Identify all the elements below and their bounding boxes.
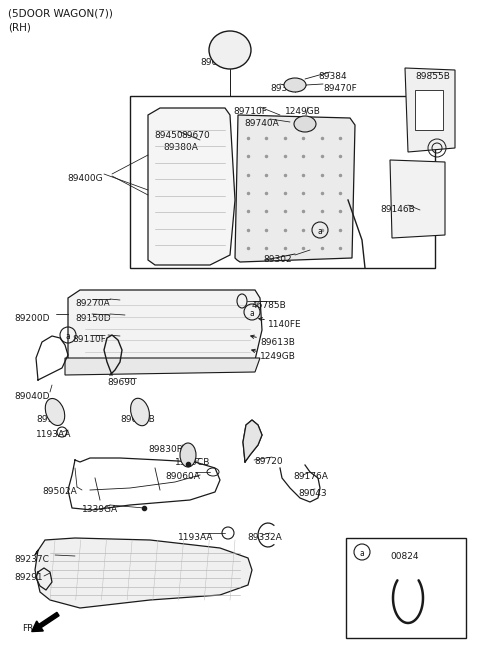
Text: 1249GB: 1249GB	[260, 352, 296, 361]
Text: a: a	[250, 308, 254, 318]
Bar	[415, 90, 443, 130]
Text: 1193AA: 1193AA	[178, 533, 214, 542]
Text: 89040D: 89040D	[14, 392, 49, 401]
Text: 89302: 89302	[263, 255, 292, 264]
Ellipse shape	[284, 78, 306, 92]
Text: 89740A: 89740A	[244, 119, 279, 128]
Ellipse shape	[45, 399, 65, 426]
Text: 89043: 89043	[298, 489, 326, 498]
Text: 1339GA: 1339GA	[82, 505, 118, 514]
Text: 89384: 89384	[318, 72, 347, 81]
Text: 89150D: 89150D	[75, 314, 110, 323]
Text: a: a	[360, 549, 364, 557]
Text: 00824: 00824	[390, 552, 419, 561]
Text: 89855B: 89855B	[415, 72, 450, 81]
Text: (5DOOR WAGON(7)): (5DOOR WAGON(7))	[8, 8, 113, 18]
Text: (RH): (RH)	[8, 22, 31, 32]
Ellipse shape	[131, 399, 149, 426]
Text: 89450: 89450	[154, 131, 182, 140]
Polygon shape	[235, 115, 355, 262]
Ellipse shape	[294, 116, 316, 132]
Text: 89110F: 89110F	[72, 335, 106, 344]
Text: 89670: 89670	[181, 131, 210, 140]
Text: 89182: 89182	[36, 415, 65, 424]
Polygon shape	[65, 358, 260, 375]
Text: 1193AA: 1193AA	[36, 430, 72, 439]
Text: FR.: FR.	[22, 624, 36, 633]
Polygon shape	[35, 538, 252, 608]
Polygon shape	[68, 290, 262, 365]
Text: 89333: 89333	[270, 84, 299, 93]
Text: 89176A: 89176A	[293, 472, 328, 481]
Text: 89690: 89690	[107, 378, 136, 387]
Text: 89613B: 89613B	[260, 338, 295, 347]
Ellipse shape	[180, 443, 196, 467]
Text: 89720: 89720	[254, 457, 283, 466]
Text: a: a	[66, 332, 71, 340]
Text: 89400G: 89400G	[67, 174, 103, 183]
Text: 89502A: 89502A	[42, 487, 77, 496]
Text: 89045B: 89045B	[120, 415, 155, 424]
Polygon shape	[148, 108, 235, 265]
Text: 89601A: 89601A	[200, 58, 235, 67]
Bar	[130, 96, 435, 268]
Text: 89237C: 89237C	[14, 555, 49, 564]
Text: 89291: 89291	[14, 573, 43, 582]
Text: a: a	[318, 226, 323, 236]
Polygon shape	[390, 160, 445, 238]
FancyArrow shape	[32, 612, 59, 632]
Text: 1140FE: 1140FE	[268, 320, 301, 329]
Polygon shape	[405, 68, 455, 152]
Text: 46785B: 46785B	[252, 301, 287, 310]
Text: 89146B: 89146B	[380, 205, 415, 214]
Ellipse shape	[209, 31, 251, 69]
Text: 89270A: 89270A	[75, 299, 110, 308]
Bar	[346, 538, 466, 638]
Text: 89200D: 89200D	[14, 314, 49, 323]
Text: 89830R: 89830R	[148, 445, 183, 454]
Text: 89332A: 89332A	[247, 533, 282, 542]
Text: 89710F: 89710F	[233, 107, 267, 116]
Text: 89470F: 89470F	[323, 84, 357, 93]
Text: 89060A: 89060A	[165, 472, 200, 481]
Polygon shape	[243, 420, 262, 462]
Text: 89380A: 89380A	[163, 143, 198, 152]
Text: 1249GB: 1249GB	[285, 107, 321, 116]
Text: 1339CB: 1339CB	[175, 458, 210, 467]
